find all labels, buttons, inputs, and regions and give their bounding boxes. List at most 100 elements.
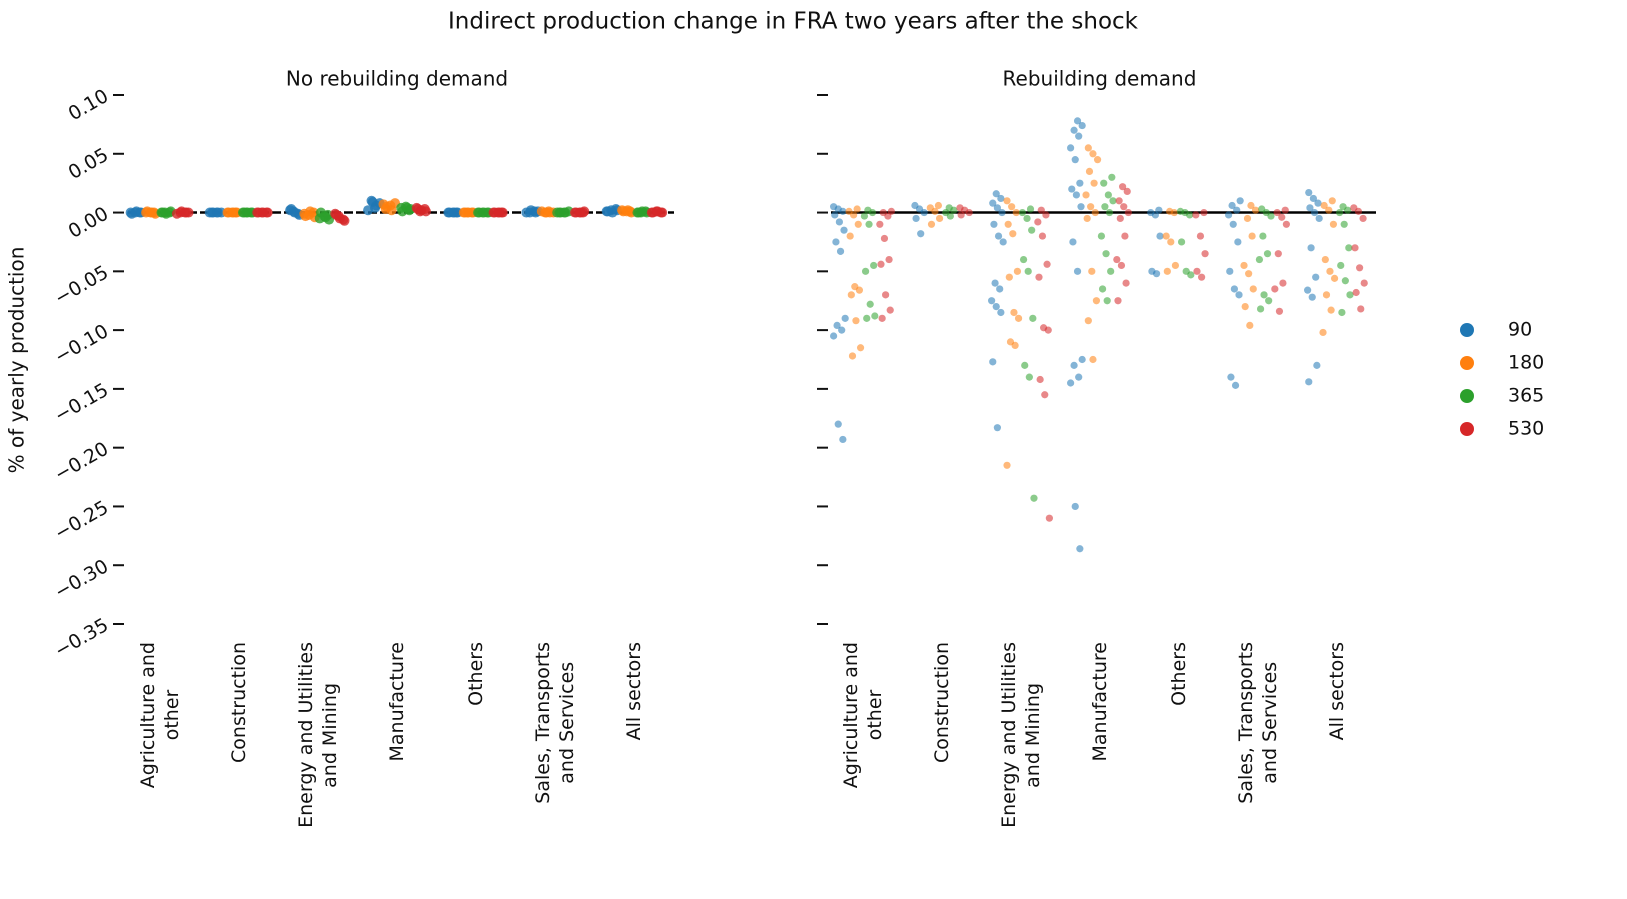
data-point	[1304, 286, 1312, 294]
data-point	[1321, 255, 1329, 264]
data-point	[1004, 220, 1012, 228]
data-point	[860, 212, 869, 220]
data-point	[1330, 274, 1339, 282]
data-point	[1036, 375, 1044, 384]
data-point	[1097, 232, 1106, 240]
data-point	[1346, 291, 1354, 299]
data-point	[1246, 321, 1254, 330]
data-point	[1011, 341, 1019, 349]
data-point	[402, 202, 413, 213]
data-point	[560, 207, 571, 218]
data-point	[1170, 208, 1178, 217]
data-point	[541, 207, 552, 218]
data-point	[1093, 156, 1102, 164]
data-point	[1260, 291, 1268, 299]
data-point	[931, 207, 939, 215]
data-point	[181, 207, 192, 218]
data-point	[1117, 261, 1126, 270]
data-point	[1319, 328, 1327, 337]
data-point	[1003, 461, 1011, 469]
data-point	[1227, 373, 1235, 381]
data-point	[997, 308, 1005, 317]
data-point	[935, 214, 944, 223]
x-tick-label: Agriculture and other	[136, 642, 183, 789]
data-point	[1325, 206, 1333, 214]
data-point	[1071, 502, 1079, 511]
data-point	[494, 207, 505, 218]
data-point	[552, 207, 563, 218]
data-point	[1019, 255, 1028, 264]
data-point	[1278, 213, 1286, 221]
data-point	[1069, 238, 1077, 246]
data-point	[863, 314, 871, 322]
data-point	[1084, 317, 1092, 325]
data-point	[886, 306, 894, 314]
data-point	[852, 317, 860, 325]
data-point	[840, 226, 848, 234]
data-point	[449, 207, 460, 218]
data-point	[1008, 203, 1016, 211]
data-point	[1121, 232, 1129, 240]
data-point	[1357, 305, 1365, 313]
data-point	[1279, 279, 1287, 287]
data-point	[1255, 255, 1264, 264]
data-point	[861, 267, 870, 275]
data-point	[1274, 250, 1282, 258]
data-point	[833, 321, 841, 330]
legend-label: 180	[1508, 352, 1544, 374]
data-point	[657, 207, 668, 218]
data-point	[856, 344, 865, 352]
data-point	[1271, 285, 1279, 293]
data-point	[412, 204, 423, 215]
data-point	[1340, 220, 1348, 228]
data-point	[363, 205, 374, 216]
data-point	[912, 214, 920, 223]
data-point	[957, 211, 965, 219]
data-point	[1076, 179, 1084, 187]
data-point	[853, 205, 861, 213]
data-point	[1068, 185, 1076, 193]
x-tick-label: Sales, Transports and Services	[532, 642, 579, 804]
data-point	[882, 291, 890, 299]
data-point	[1078, 121, 1086, 130]
data-point	[996, 285, 1004, 293]
data-point	[1313, 361, 1321, 369]
data-point	[989, 199, 997, 207]
data-point	[998, 208, 1006, 217]
data-point	[1026, 205, 1035, 213]
data-point	[1087, 203, 1095, 211]
data-point	[1162, 232, 1170, 240]
data-point	[1345, 244, 1353, 252]
data-point	[1034, 218, 1042, 226]
data-point	[1018, 208, 1027, 217]
data-point	[1067, 144, 1075, 152]
data-point	[1282, 220, 1290, 228]
chart-title: Indirect production change in FRA two ye…	[448, 9, 1139, 35]
data-point	[1315, 214, 1323, 223]
y-tick-label: 0.00	[65, 203, 113, 243]
data-point	[830, 332, 838, 340]
data-point	[1151, 211, 1159, 219]
data-point	[367, 196, 378, 207]
data-point	[1309, 194, 1317, 203]
data-point	[846, 232, 854, 240]
data-point	[1120, 203, 1128, 211]
data-point	[1107, 267, 1115, 275]
data-point	[1005, 273, 1013, 281]
data-point	[1108, 173, 1116, 181]
data-point	[1326, 267, 1334, 275]
data-point	[1085, 167, 1094, 176]
data-point	[1098, 285, 1107, 293]
data-point	[999, 238, 1007, 246]
data-point	[965, 208, 973, 217]
data-point	[1359, 214, 1367, 223]
data-point	[1329, 220, 1338, 228]
data-point	[157, 207, 168, 218]
data-point	[1308, 293, 1316, 301]
data-point	[1003, 197, 1011, 205]
data-point	[839, 435, 847, 444]
data-point	[841, 314, 849, 322]
data-point	[1341, 277, 1349, 285]
data-point	[1100, 179, 1108, 187]
